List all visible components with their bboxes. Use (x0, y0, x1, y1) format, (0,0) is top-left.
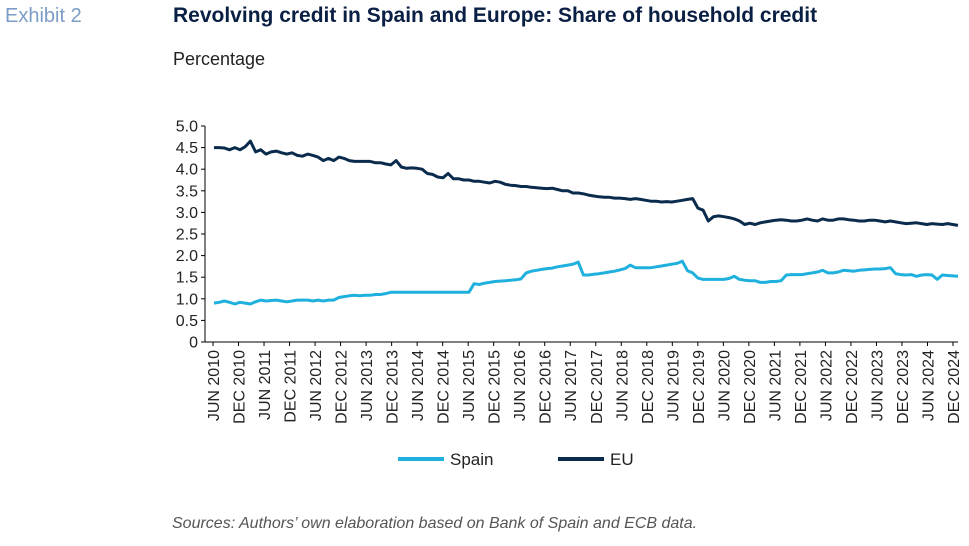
legend-label-eu: EU (610, 450, 634, 469)
series-line-eu (214, 139, 959, 227)
x-tick-label: JUN 2010 (206, 350, 223, 421)
legend-label-spain: Spain (450, 450, 493, 469)
x-tick-label: DEC 2016 (538, 350, 555, 424)
y-tick-label: 2.5 (176, 227, 198, 244)
chart-title: Revolving credit in Spain and Europe: Sh… (173, 4, 818, 27)
x-tick-label: DEC 2021 (793, 350, 810, 424)
x-tick-label: JUN 2023 (869, 350, 886, 421)
chart-subtitle: Percentage (173, 49, 266, 69)
x-tick-label: JUN 2018 (614, 350, 631, 421)
y-tick-label: 5.0 (176, 119, 198, 136)
x-tick-label: JUN 2017 (563, 350, 580, 421)
x-tick-label: JUN 2011 (257, 350, 274, 420)
series-line-spain (213, 259, 959, 306)
x-tick-label: JUN 2021 (767, 350, 784, 421)
y-tick-label: 3.5 (176, 183, 198, 200)
y-tick-label: 0.5 (176, 313, 198, 330)
y-tick-label: 4.5 (176, 140, 198, 157)
y-tick-label: 2.0 (176, 248, 198, 265)
x-tick-label: JUN 2013 (359, 350, 376, 421)
y-tick-label: 3.0 (176, 205, 198, 222)
y-tick-label: 4.0 (176, 162, 198, 179)
y-tick-label: 0 (189, 335, 198, 352)
x-tick-label: DEC 2013 (385, 350, 402, 424)
x-tick-label: DEC 2023 (895, 350, 912, 424)
x-tick-label: JUN 2012 (308, 350, 325, 421)
x-tick-label: DEC 2010 (232, 350, 249, 424)
x-tick-label: DEC 2014 (436, 350, 453, 424)
exhibit-label: Exhibit 2 (5, 5, 82, 27)
x-tick-label: JUN 2016 (512, 350, 529, 421)
x-tick-label: DEC 2024 (946, 350, 963, 424)
sources-note: Sources: Authors’ own elaboration based … (172, 515, 698, 532)
x-tick-label: DEC 2019 (691, 350, 708, 424)
x-tick-label: DEC 2018 (640, 350, 657, 424)
x-tick-label: DEC 2011 (283, 350, 300, 423)
y-tick-label: 1.5 (176, 270, 198, 287)
x-tick-label: DEC 2017 (589, 350, 606, 424)
x-tick-label: JUN 2015 (461, 350, 478, 421)
y-tick-label: 1.0 (176, 291, 198, 308)
x-tick-label: JUN 2024 (920, 350, 937, 421)
x-tick-label: DEC 2022 (844, 350, 861, 424)
x-tick-label: DEC 2012 (334, 350, 351, 424)
x-tick-label: JUN 2022 (818, 350, 835, 421)
x-tick-label: JUN 2014 (410, 350, 427, 421)
x-tick-label: JUN 2019 (665, 350, 682, 421)
x-tick-label: DEC 2015 (487, 350, 504, 424)
x-tick-label: DEC 2020 (742, 350, 759, 424)
x-tick-label: JUN 2020 (716, 350, 733, 421)
